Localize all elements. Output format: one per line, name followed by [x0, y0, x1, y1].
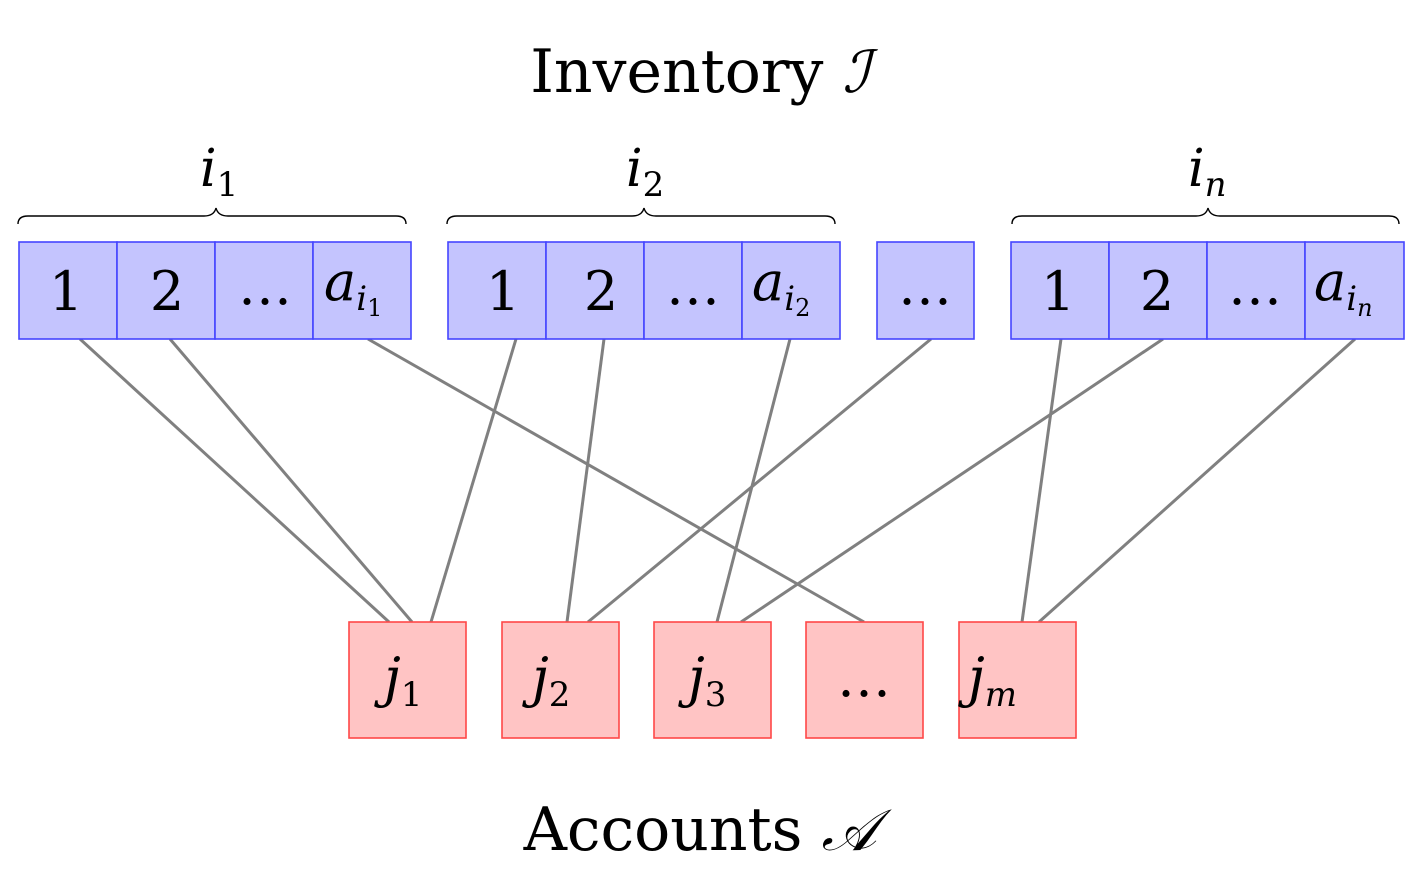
g1-c1-label: 1: [49, 260, 83, 323]
acc-5: [958, 621, 1077, 739]
group-label-1: i1: [200, 139, 238, 205]
edge-g1-c2-to-acc-1: [168, 338, 414, 623]
gap: [876, 241, 975, 340]
g3-c3-label: …: [1228, 254, 1282, 317]
g3-c1-label: 1: [1041, 260, 1075, 323]
inventory-title-word: Inventory: [530, 37, 823, 107]
group-brace-1: [17, 207, 407, 225]
g1-c4-label: ai1: [324, 250, 382, 322]
inventory-title-symbol: ℐ: [843, 38, 879, 106]
g1-c1: [18, 241, 118, 340]
edge-g3-c2-to-acc-3: [740, 337, 1164, 624]
g2-c4-label: ai2: [752, 250, 810, 322]
edge-gap-to-acc-2: [587, 337, 932, 624]
acc-1: [348, 621, 467, 739]
edge-g2-c1-to-acc-1: [429, 338, 518, 623]
g1-c3-label: …: [238, 254, 292, 317]
group-label-3: in: [1188, 139, 1227, 205]
group-label-2: i2: [626, 139, 664, 205]
group-brace-2: [446, 207, 836, 225]
g2-c1-label: 1: [486, 260, 520, 323]
edges-layer: [78, 337, 1357, 624]
g3-c2-label: 2: [1140, 260, 1174, 323]
accounts-row: j1 j2 j3 … jm: [348, 621, 1077, 739]
g2-c1: [447, 241, 547, 340]
g3-c2: [1108, 241, 1208, 340]
g1-c4: [312, 241, 412, 340]
inventory-group-3: 1 2 … ain: [1010, 241, 1405, 340]
g2-c2-label: 2: [584, 260, 618, 323]
inventory-gap: …: [876, 241, 975, 340]
g2-c2: [545, 241, 645, 340]
g1-c2-label: 2: [150, 260, 184, 323]
accounts-title: Accounts 𝒜: [523, 795, 893, 865]
g3-c4-label: ain: [1314, 250, 1373, 322]
g3-c1: [1010, 241, 1110, 340]
g1-c3: [214, 241, 314, 340]
inventory-title: Inventory ℐ: [530, 37, 878, 107]
g1-c2: [116, 241, 216, 340]
accounts-title-word: Accounts: [523, 795, 803, 865]
acc-2: [501, 621, 620, 739]
group-brace-3: [1011, 207, 1400, 225]
edge-g2-c4-to-acc-3: [715, 338, 792, 623]
edge-g3-c4-to-acc-5: [1037, 337, 1357, 624]
acc-4-label: …: [837, 646, 891, 709]
g2-c4: [741, 241, 841, 340]
inventory-group-2: 1 2 … ai2: [447, 241, 841, 340]
acc-4: [805, 621, 924, 739]
acc-3: [653, 621, 772, 739]
edge-g3-c1-to-acc-5: [1020, 338, 1063, 623]
g3-c4: [1304, 241, 1405, 340]
g2-c3-label: …: [666, 254, 720, 317]
edge-g1-c1-to-acc-1: [78, 337, 391, 624]
gap-label: …: [898, 254, 952, 317]
edge-g2-c2-to-acc-2: [565, 338, 606, 623]
accounts-title-symbol: 𝒜: [822, 796, 893, 864]
edge-g1-c4-to-acc-4: [367, 337, 865, 624]
g3-c3: [1206, 241, 1306, 340]
inventory-group-1: 1 2 … ai1: [18, 241, 412, 340]
